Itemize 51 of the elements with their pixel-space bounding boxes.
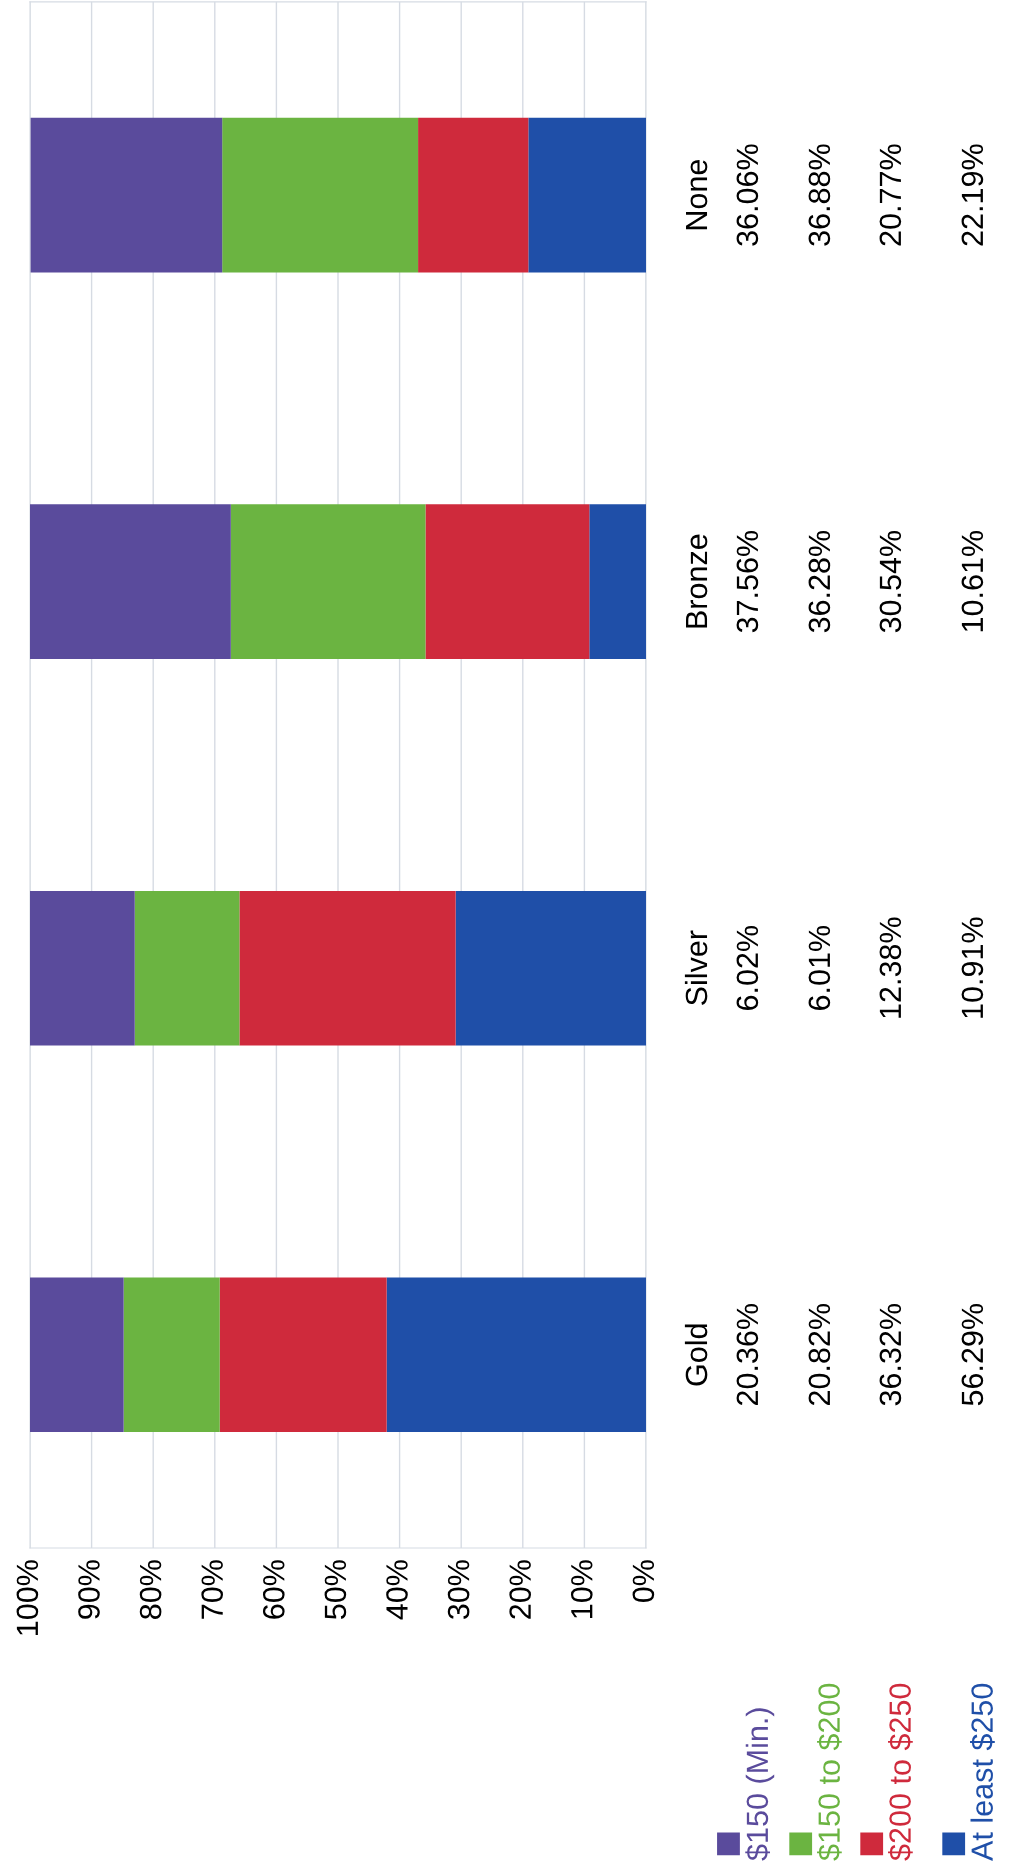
text: 10.61% [961,530,984,632]
x-tick-label: 60% [262,1560,285,1619]
x-tick-label: 0% [632,1560,655,1603]
x-tick-label: 70% [201,1560,223,1619]
bar [30,117,223,273]
bar [589,504,646,659]
bar [30,504,231,659]
text: 36.32% [879,1304,902,1406]
y-tick-label: Gold [684,1324,708,1386]
bar [418,117,529,273]
text: 20.36% [736,1304,759,1406]
bar [219,1277,387,1433]
text: At least $250 [970,1683,995,1861]
text: 30.54% [879,530,902,633]
text: 36.06% [736,144,759,246]
text: $200 to $250 [888,1683,913,1861]
text: 12.38% [879,917,902,1018]
bar [134,890,240,1046]
text: 36.28% [808,530,831,633]
text: 22.19% [961,144,984,246]
text: $150 (Min.) [745,1708,775,1861]
x-tick-label: 40% [386,1560,408,1620]
bar [455,890,646,1046]
bar [425,504,590,659]
bar [30,890,135,1046]
x-tick-label: 10% [570,1560,593,1618]
bar [123,1277,220,1433]
text: 20.77% [879,144,902,246]
text: 10.91% [961,917,984,1018]
text: 36.88% [808,144,831,246]
bar [528,117,646,273]
x-tick-label: 90% [78,1560,100,1619]
text: 6.02% [736,925,759,1010]
text: 6.01% [808,925,831,1010]
y-tick-label: Silver [684,930,708,1006]
text: $150 to $200 [817,1683,842,1861]
bar [30,1277,124,1433]
x-tick-label: 30% [447,1560,470,1620]
x-tick-label: 100% [16,1560,39,1635]
x-tick-label: 80% [139,1560,162,1619]
y-tick-label: Bronze [686,534,708,628]
text: 20.82% [808,1304,831,1406]
bar [230,504,426,659]
x-tick-label: 20% [509,1560,531,1619]
text: 56.29% [961,1304,984,1406]
text: 37.56% [736,530,759,633]
bar [239,890,456,1046]
x-tick-label: 50% [324,1560,347,1620]
y-tick-label: None [686,159,708,230]
bar [386,1277,646,1433]
bar [222,117,419,273]
